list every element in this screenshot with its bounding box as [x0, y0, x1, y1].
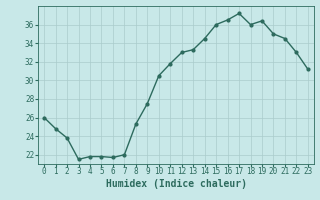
- X-axis label: Humidex (Indice chaleur): Humidex (Indice chaleur): [106, 179, 246, 189]
